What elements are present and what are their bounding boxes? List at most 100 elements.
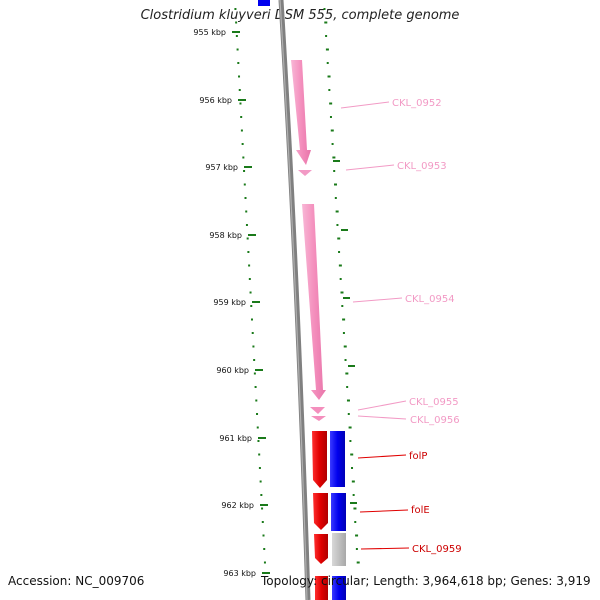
kbp-label: 955 kbp xyxy=(193,28,226,37)
ruler-dot xyxy=(250,305,253,307)
ruler-dot xyxy=(352,494,355,496)
kbp-label: 961 kbp xyxy=(219,434,252,443)
ruler-dot xyxy=(238,89,241,91)
ruler-dot xyxy=(262,534,265,537)
ruler-dot xyxy=(258,467,261,469)
ruler-dot xyxy=(261,521,264,523)
map-title: Clostridium kluyveri DSM 555, complete g… xyxy=(140,8,460,23)
ruler-dot xyxy=(329,102,333,105)
ruler-dot xyxy=(237,62,240,64)
ruler-dot xyxy=(327,75,331,78)
ruler-dot xyxy=(246,237,249,240)
ruler-dot xyxy=(325,35,328,37)
ruler-dot xyxy=(347,413,350,415)
ruler-dot xyxy=(240,129,243,132)
kbp-label: 958 kbp xyxy=(209,231,242,240)
ruler-dot xyxy=(355,548,358,550)
ruler-dot xyxy=(248,278,251,280)
kbp-ruler: 955 kbp 956 kbp 957 kbp 958 kbp 959 kbp 960 k… xyxy=(193,28,270,578)
kbp-label: 962 kbp xyxy=(221,501,254,510)
ruler-dot xyxy=(235,35,238,37)
ruler-dot xyxy=(342,332,345,334)
ruler-dot xyxy=(332,156,336,159)
ruler-dot xyxy=(259,480,262,483)
ruler-dot xyxy=(243,170,246,172)
ruler-dot xyxy=(263,561,266,564)
gene-ckl-0955-arrow xyxy=(310,407,325,414)
ruler-dot xyxy=(344,359,347,361)
ruler-dot xyxy=(234,8,237,10)
gene-label-ckl-0956[interactable]: CKL_0956 xyxy=(410,415,460,426)
ruler-dot xyxy=(253,372,256,375)
gene-fole-arrow xyxy=(313,493,328,530)
leader-lines xyxy=(340,101,410,550)
ruler-dot xyxy=(240,116,243,118)
ruler-dot xyxy=(343,345,347,348)
ruler-minor-tick xyxy=(350,502,357,504)
blue-track-segment-2 xyxy=(331,493,346,531)
ruler-dot xyxy=(355,534,359,537)
ruler-dot xyxy=(324,21,328,24)
ruler-dot xyxy=(242,156,245,159)
ruler-dot xyxy=(249,291,252,294)
ruler-dot xyxy=(351,467,354,469)
topology-summary: Topology: circular; Length: 3,964,618 bp… xyxy=(261,574,591,588)
ruler-dot xyxy=(342,318,346,321)
gene-label-ckl-0954[interactable]: CKL_0954 xyxy=(405,294,455,305)
ruler-dot xyxy=(328,89,331,91)
ruler-dot xyxy=(236,48,239,51)
ruler-minor-tick xyxy=(348,365,355,367)
ruler-dot xyxy=(335,210,339,213)
ruler-dot xyxy=(241,143,244,145)
ruler-dot xyxy=(253,359,256,361)
ruler-dot xyxy=(255,399,258,402)
ruler-dot xyxy=(341,305,344,307)
ruler-dots xyxy=(234,8,360,564)
kbp-label: 957 kbp xyxy=(205,163,238,172)
gene-label-ckl-0955[interactable]: CKL_0955 xyxy=(409,397,459,408)
kbp-label: 959 kbp xyxy=(213,298,246,307)
ruler-dot xyxy=(257,440,260,442)
gene-label-folp[interactable]: folP xyxy=(409,451,427,462)
ruler-dot xyxy=(325,48,329,51)
ruler-dot xyxy=(254,386,257,388)
ruler-dot xyxy=(250,318,253,321)
ruler-dot xyxy=(353,507,357,510)
genome-backbone xyxy=(278,0,311,600)
ruler-dot xyxy=(348,426,352,429)
ruler-dot xyxy=(263,548,266,550)
ruler-dot xyxy=(346,399,350,402)
ruler-dot xyxy=(356,561,360,564)
gene-ckl-0953-arrow xyxy=(298,170,312,176)
ruler-dot xyxy=(345,372,349,375)
gene-folp-arrow xyxy=(312,431,327,488)
red-feature-bottom xyxy=(315,576,328,600)
gene-label-ckl-0953[interactable]: CKL_0953 xyxy=(397,161,447,172)
blue-track-segment-3 xyxy=(332,576,346,600)
ruler-dot xyxy=(245,224,248,226)
ruler-minor-tick xyxy=(343,297,350,299)
ruler-dot xyxy=(351,480,355,483)
ruler-dot xyxy=(247,251,250,253)
genome-backbone-highlight xyxy=(279,0,308,600)
ruler-dot xyxy=(338,264,342,267)
gene-label-ckl-0952[interactable]: CKL_0952 xyxy=(392,98,442,109)
ruler-dot xyxy=(239,102,242,105)
ruler-dot xyxy=(251,332,254,334)
blue-feature-top xyxy=(258,0,270,6)
ruler-dot xyxy=(238,75,241,78)
ruler-dot xyxy=(334,183,338,186)
ruler-dot xyxy=(245,210,248,213)
kbp-label: 956 kbp xyxy=(199,96,232,105)
ruler-dot xyxy=(330,129,334,132)
ruler-minor-tick xyxy=(333,160,340,162)
ruler-minor-tick xyxy=(341,229,348,231)
ruler-dot xyxy=(331,143,334,145)
kbp-label: 960 kbp xyxy=(216,366,249,375)
gene-label-ckl-0959[interactable]: CKL_0959 xyxy=(412,544,462,555)
ruler-dot xyxy=(339,278,342,280)
ruler-dot xyxy=(346,386,349,388)
ruler-dot xyxy=(340,291,344,294)
gene-ckl-0956-arrow xyxy=(311,416,326,421)
gene-label-fole[interactable]: folE xyxy=(411,505,430,516)
